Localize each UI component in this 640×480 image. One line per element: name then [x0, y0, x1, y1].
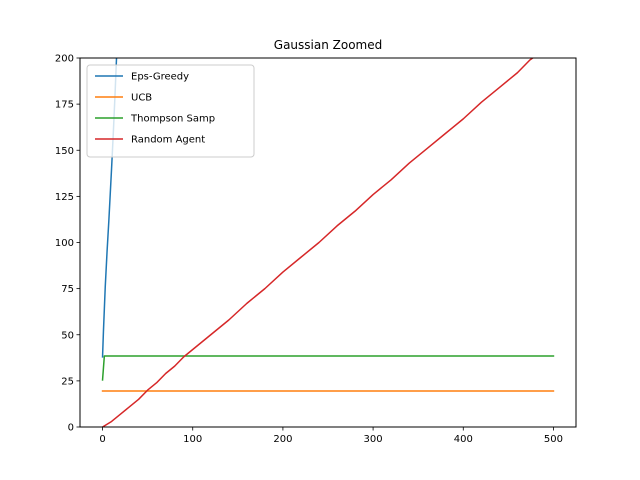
y-tick-label-1: 25: [61, 376, 74, 387]
x-tick-label-0: 0: [99, 434, 105, 445]
y-tick-label-8: 200: [55, 54, 74, 65]
y-tick-label-4: 100: [55, 238, 74, 249]
x-axis: 0 100 200 300 400 500: [99, 427, 563, 445]
y-tick-label-0: 0: [68, 423, 74, 434]
x-tick-label-2: 200: [273, 434, 292, 445]
x-tick-label-4: 400: [454, 434, 473, 445]
legend-label-1: UCB: [131, 93, 152, 104]
series-line-2: [101, 355, 555, 381]
x-tick-label-5: 500: [544, 434, 563, 445]
legend-label-3: Random Agent: [131, 135, 205, 146]
y-axis: 0 25 50 75 100 125 150 175 200: [55, 54, 80, 434]
legend: Eps-Greedy UCB Thompson Samp Random Agent: [86, 64, 255, 158]
legend-label-0: Eps-Greedy: [131, 72, 189, 83]
x-tick-label-3: 300: [364, 434, 383, 445]
y-tick-label-2: 50: [61, 330, 74, 341]
y-tick-label-5: 125: [55, 192, 74, 203]
legend-box: [86, 64, 255, 158]
x-tick-label-1: 100: [183, 434, 202, 445]
y-tick-label-3: 75: [61, 284, 74, 295]
series-line-3: [101, 58, 535, 427]
legend-label-2: Thompson Samp: [130, 114, 215, 125]
y-tick-label-6: 150: [55, 146, 74, 157]
chart-title: Gaussian Zoomed: [274, 38, 382, 52]
y-tick-label-7: 175: [55, 100, 74, 111]
